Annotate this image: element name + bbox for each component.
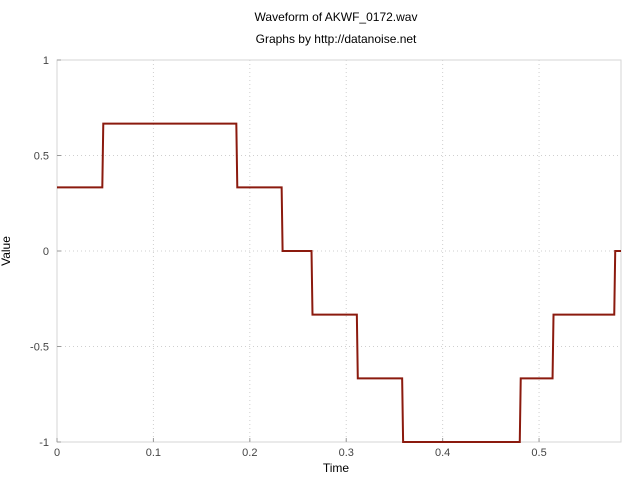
y-tick-label: 0 [43, 246, 49, 258]
y-tick-label: 0.5 [34, 151, 49, 163]
y-tick-label: 1 [43, 55, 49, 67]
chart-title: Waveform of AKWF_0172.wav [255, 10, 418, 24]
chart-subtitle: Graphs by http://datanoise.net [256, 32, 417, 46]
x-axis-label: Time [323, 461, 350, 475]
x-tick-label: 0 [54, 447, 60, 459]
x-tick-label: 0.5 [531, 447, 546, 459]
x-tick-label: 0.3 [339, 447, 354, 459]
x-tick-label: 0.2 [242, 447, 257, 459]
ticks: 0 0.1 0.2 0.3 0.4 0.5 1 0.5 0 -0.5 -1 [30, 55, 547, 459]
grid [56, 59, 621, 443]
y-tick-label: -0.5 [30, 342, 49, 354]
x-tick-label: 0.4 [435, 447, 450, 459]
waveform-line [57, 122, 621, 443]
x-tick-label: 0.1 [146, 447, 161, 459]
y-axis-label: Value [0, 236, 13, 266]
series [57, 122, 621, 443]
y-tick-label: -1 [39, 437, 49, 449]
